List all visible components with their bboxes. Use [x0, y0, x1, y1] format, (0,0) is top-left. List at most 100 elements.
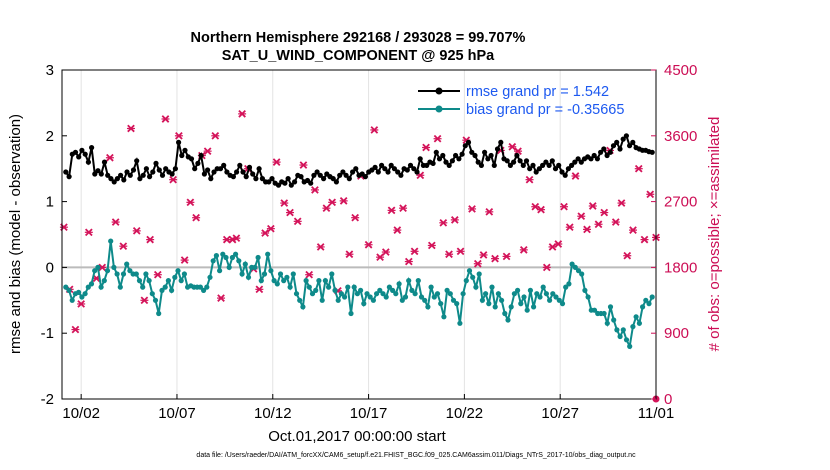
bias-point	[630, 324, 636, 330]
y-axis-label: rmse and bias (model - observation)	[7, 114, 24, 354]
bias-point	[537, 294, 543, 300]
bias-point	[140, 284, 146, 290]
obs-point	[508, 142, 517, 151]
rmse-point	[485, 156, 491, 162]
bias-point	[265, 251, 271, 257]
footnote: data file: /Users/raeder/DAI/ATM_forcXX/…	[196, 452, 636, 459]
rmse-point	[337, 172, 343, 178]
rmse-point	[101, 159, 108, 165]
bias-point	[342, 294, 348, 300]
bias-point	[518, 301, 524, 307]
obs-point	[280, 199, 289, 207]
rmse-point	[121, 177, 127, 183]
bias-point	[117, 284, 123, 290]
obs-point	[537, 205, 546, 214]
rmse-point	[330, 176, 336, 182]
obs-point	[299, 161, 308, 169]
obs-point	[588, 202, 597, 210]
obs-point	[565, 223, 574, 232]
rmse-series	[63, 133, 655, 188]
x-axis-label: Oct.01,2017 00:00:00 start	[268, 428, 446, 445]
bias-point	[483, 291, 489, 297]
bias-point	[476, 271, 482, 277]
bias-point	[329, 271, 335, 277]
bias-point	[585, 294, 591, 300]
rmse-point	[243, 174, 249, 180]
rmse-point	[407, 162, 414, 168]
bias-point	[515, 287, 521, 293]
bias-point	[531, 304, 537, 310]
rmse-point	[565, 166, 572, 172]
obs-point	[293, 217, 302, 226]
rmse-point	[388, 162, 394, 168]
rmse-point	[623, 133, 630, 139]
rmse-point	[89, 145, 95, 151]
rmse-point	[308, 180, 314, 186]
bias-point	[271, 278, 277, 284]
rmse-point	[604, 152, 610, 159]
bias-point	[156, 310, 162, 317]
obs-point	[525, 175, 534, 184]
bias-point	[601, 310, 607, 317]
bias-point	[553, 294, 559, 300]
bias-point	[104, 268, 111, 274]
right-y-axis-label: # of obs: o=possible; ×=assimilated	[706, 117, 723, 352]
rmse-point	[436, 156, 443, 162]
rmse-point	[627, 143, 633, 149]
rmse-point	[127, 172, 133, 178]
bias-point	[284, 274, 290, 280]
bias-point	[428, 284, 434, 290]
bias-point	[82, 291, 88, 297]
rmse-point	[459, 151, 465, 157]
obs-point	[272, 158, 281, 166]
rmse-point	[208, 176, 214, 182]
obs-point	[126, 124, 135, 133]
bias-point	[120, 271, 127, 277]
rmse-point	[562, 172, 568, 178]
obs-point	[450, 216, 459, 224]
obs-point	[351, 213, 360, 222]
bias-point	[406, 278, 412, 284]
rmse-point	[111, 179, 117, 185]
rmse-point	[385, 169, 391, 175]
y-tick-label: 3	[46, 62, 54, 79]
bias-point	[159, 287, 165, 293]
rmse-point	[449, 158, 455, 164]
obs-point	[192, 213, 201, 222]
bias-point	[367, 294, 373, 300]
obs-point	[211, 131, 220, 140]
obs-point	[445, 250, 454, 259]
bias-point	[261, 271, 268, 277]
rmse-point	[105, 172, 111, 178]
bias-point	[438, 301, 444, 307]
rmse-point	[472, 152, 478, 159]
rmse-point	[382, 166, 388, 172]
rmse-point	[433, 149, 439, 155]
bias-point	[98, 284, 104, 290]
bias-point	[431, 294, 437, 300]
obs-point	[255, 285, 264, 294]
legend-bias-marker	[435, 105, 443, 113]
bias-point	[95, 264, 101, 270]
rmse-point	[540, 162, 546, 168]
rmse-point	[211, 169, 217, 175]
bias-point	[575, 268, 582, 274]
rmse-point	[246, 164, 253, 170]
rmse-point	[153, 160, 159, 166]
rmse-point	[350, 169, 356, 175]
bias-point	[290, 271, 296, 277]
rmse-point	[601, 146, 607, 152]
obs-point	[433, 134, 442, 143]
rmse-point	[398, 172, 404, 178]
bias-point	[473, 284, 479, 290]
bias-point	[108, 238, 114, 244]
bias-point	[111, 264, 117, 270]
obs-point	[577, 212, 586, 221]
obs-point	[422, 143, 431, 152]
obs-point	[180, 256, 189, 264]
rmse-point	[169, 171, 175, 177]
obs-point	[339, 197, 348, 205]
bias-point	[623, 337, 630, 343]
bias-point	[569, 261, 575, 267]
